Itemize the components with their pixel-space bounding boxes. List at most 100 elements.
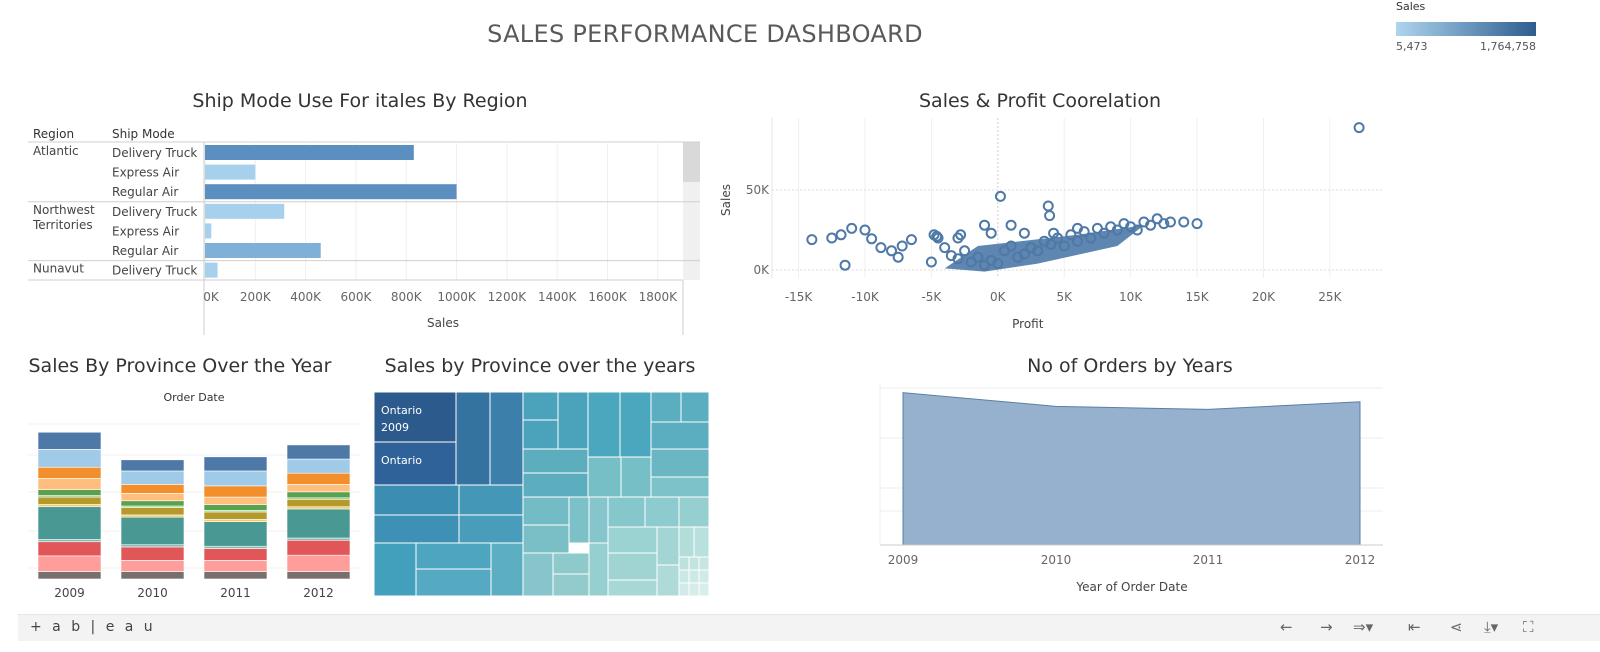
dashboard-title: SALES PERFORMANCE DASHBOARD <box>487 20 923 48</box>
region-label: Territories <box>32 218 93 232</box>
treemap-cell <box>455 392 491 486</box>
treemap-label-ontario: Ontario <box>381 454 422 467</box>
stacked-header: Order Date <box>163 391 224 404</box>
scatter-point <box>1005 219 1017 231</box>
scatter-point <box>1111 224 1123 236</box>
reset-icon[interactable]: ⇤ <box>1408 618 1421 636</box>
stacked-segment <box>120 514 185 518</box>
stacked-segment <box>286 484 351 493</box>
treemap-cell <box>522 472 589 498</box>
share-icon[interactable]: ⋖ <box>1450 618 1463 636</box>
undo-icon[interactable]: ← <box>1280 618 1293 636</box>
tableau-toolbar: + a b | e a u ← → ⇒▾ ⇤ ⋖ ⤓▾ ⛶ <box>18 614 1600 641</box>
treemap-label-year: 2009 <box>381 421 409 434</box>
treemap-cell <box>678 496 709 528</box>
treemap-cell <box>688 556 700 571</box>
treemap-cell <box>490 542 524 596</box>
scatter-point <box>994 190 1006 202</box>
ship-tick-label: 200K <box>240 290 272 304</box>
area-chart: 2009 2010 2011 2012 Year of Order Date <box>879 385 1383 594</box>
scatter-point <box>835 229 847 241</box>
treemap-cell <box>522 524 570 554</box>
ship-tick-label: 1200K <box>488 290 528 304</box>
stacked-x-label: 2009 <box>54 586 85 600</box>
treemap-cell <box>650 476 709 498</box>
stacked-segment <box>286 571 351 580</box>
area-xlabel: Year of Order Date <box>1075 580 1187 594</box>
scatter-chart: -15K -10K -5K 0K 5K 10K 15K 20K 25K 0K 50K Profit Sa… <box>719 118 1383 331</box>
ship-bar <box>205 223 212 239</box>
stacked-segment <box>37 555 102 572</box>
stacked-segment <box>203 485 268 498</box>
ship-tick-label: 1800K <box>639 290 679 304</box>
fullscreen-icon[interactable]: ⛶ <box>1523 618 1534 636</box>
ship-bar <box>205 203 285 219</box>
treemap-cell <box>620 456 652 498</box>
treemap-cell <box>650 392 682 423</box>
treemap-cell <box>568 496 590 544</box>
treemap-cell <box>522 496 570 526</box>
treemap-cell <box>557 392 589 450</box>
scatter-y-tick: 50K <box>746 183 770 197</box>
treemap-title: Sales by Province over the years <box>384 355 696 377</box>
tableau-logo[interactable]: + a b | e a u <box>30 619 156 635</box>
scatter-point <box>1005 240 1017 252</box>
revert-icon[interactable]: ⇒▾ <box>1353 618 1374 636</box>
treemap-cell <box>588 496 609 544</box>
stacked-x-label: 2011 <box>220 586 251 600</box>
scatter-title: Sales & Profit Coorelation <box>919 90 1161 112</box>
scatter-point <box>939 242 951 254</box>
sales-color-legend: Sales 5,473 1,764,758 <box>1396 0 1546 60</box>
scrollbar-track[interactable] <box>683 182 700 280</box>
scatter-point <box>1042 200 1054 212</box>
scatter-point <box>1058 240 1070 252</box>
scatter-point <box>1044 210 1056 222</box>
stacked-segment <box>286 472 351 485</box>
scatter-ylabel: Sales <box>719 184 733 216</box>
treemap-cell <box>415 568 492 596</box>
scatter-x-tick: 25K <box>1318 290 1342 304</box>
stacked-segment <box>203 519 268 522</box>
stacked-segment <box>120 484 185 494</box>
stacked-segment <box>37 571 102 580</box>
stacked-segment <box>120 516 185 546</box>
treemap-cell <box>522 448 589 474</box>
scatter-point <box>992 258 1004 270</box>
stacked-segment <box>286 508 351 539</box>
treemap-cell <box>644 496 680 528</box>
stacked-segment <box>286 498 351 508</box>
scatter-point <box>925 256 937 268</box>
scatter-point <box>839 259 851 271</box>
area-fill <box>902 392 1361 546</box>
scatter-point <box>1048 227 1060 239</box>
stacked-segment <box>203 496 268 505</box>
stacked-segment <box>120 470 185 485</box>
stacked-segment <box>120 507 185 516</box>
treemap-cell <box>522 392 559 421</box>
scatter-point <box>985 227 997 239</box>
scatter-point <box>886 245 898 257</box>
treemap-cell <box>587 392 621 458</box>
treemap-cell <box>680 392 709 423</box>
stacked-segment <box>37 496 102 505</box>
scatter-point <box>979 219 991 231</box>
scatter-point <box>1065 229 1077 241</box>
download-icon[interactable]: ⤓▾ <box>1484 618 1499 636</box>
scatter-point <box>1158 218 1170 230</box>
treemap-cell <box>650 421 709 450</box>
legend-gradient <box>1396 22 1536 36</box>
ship-mode-label: Express Air <box>112 224 179 238</box>
stacked-segment <box>203 545 268 549</box>
ship-tick-label: 800K <box>391 290 423 304</box>
stacked-segment <box>203 521 268 547</box>
scatter-point <box>1045 238 1057 250</box>
scrollbar-thumb[interactable] <box>683 142 700 182</box>
region-label: Nunavut <box>33 262 84 276</box>
treemap-cell <box>489 392 524 486</box>
treemap-cell <box>698 569 709 584</box>
treemap-cell <box>607 496 646 528</box>
treemap-cell <box>619 392 652 458</box>
ship-mode-label: Express Air <box>112 166 179 180</box>
redo-icon[interactable]: → <box>1320 618 1333 636</box>
stacked-title: Sales By Province Over the Year <box>28 355 332 377</box>
